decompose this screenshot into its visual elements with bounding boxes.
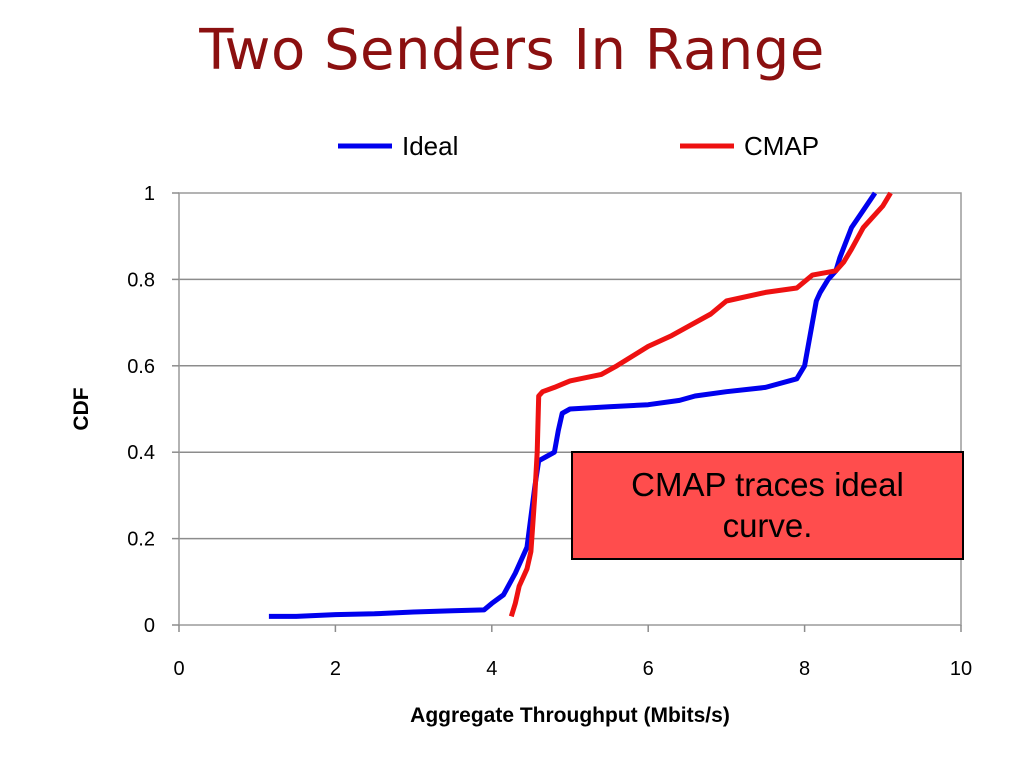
y-axis-title: CDF — [70, 387, 93, 430]
x-axis-title: Aggregate Throughput (Mbits/s) — [410, 704, 730, 727]
callout-box: CMAP traces ideal curve. — [571, 451, 964, 560]
y-tick-label: 0.8 — [127, 269, 155, 291]
series-line-cmap — [508, 191, 893, 618]
y-tick-label: 1 — [144, 183, 155, 205]
x-tick-label: 10 — [950, 658, 972, 680]
y-tick-label: 0 — [144, 615, 155, 637]
series-line-ideal — [268, 191, 878, 619]
y-tick-label: 0.2 — [127, 529, 155, 551]
plot-area-frame — [178, 192, 962, 626]
y-tick-label: 0.6 — [127, 356, 155, 378]
y-tick-label: 0.4 — [127, 442, 155, 464]
x-tick-label: 8 — [799, 658, 810, 680]
x-tick-label: 0 — [173, 658, 184, 680]
chart-series — [268, 191, 893, 619]
legend-label-cmap: CMAP — [744, 131, 819, 161]
callout-text: CMAP traces ideal curve. — [631, 466, 904, 544]
x-tick-label: 2 — [330, 658, 341, 680]
chart-legend: Ideal CMAP — [338, 131, 819, 161]
x-tick-label: 6 — [643, 658, 654, 680]
legend-label-ideal: Ideal — [402, 131, 458, 161]
chart-axes: 00.20.40.60.810 2 4 6 8 10 — [127, 183, 972, 680]
slide-title: Two Senders In Range — [199, 18, 825, 83]
x-tick-label: 4 — [486, 658, 497, 680]
